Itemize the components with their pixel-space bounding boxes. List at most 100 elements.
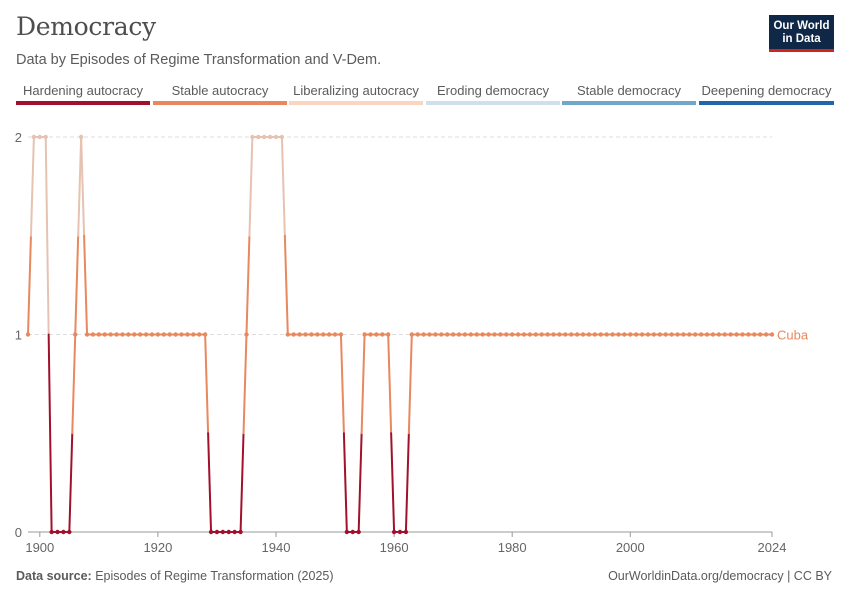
data-point (675, 332, 680, 337)
data-point (37, 134, 43, 140)
data-source: Data source: Episodes of Regime Transfor… (16, 569, 334, 583)
line-segment (283, 234, 289, 336)
logo-line-2: in Data (782, 33, 821, 45)
data-point (267, 134, 273, 140)
data-point (297, 332, 302, 337)
attribution-link[interactable]: OurWorldinData.org/democracy | CC BY (608, 569, 832, 583)
data-point (232, 529, 237, 535)
data-point (752, 332, 757, 337)
data-point (173, 332, 178, 337)
data-point (78, 134, 84, 140)
data-point (456, 332, 462, 337)
data-point (250, 134, 255, 140)
data-point (746, 332, 751, 337)
data-point (427, 332, 432, 337)
data-point (167, 332, 172, 337)
data-point (681, 332, 686, 337)
x-tick-label: 2000 (616, 540, 645, 555)
data-point (486, 332, 491, 337)
data-point (238, 529, 243, 535)
data-point (616, 332, 621, 337)
data-point (114, 332, 119, 337)
data-point (67, 529, 72, 535)
legend-item-hardening-autocracy[interactable]: Hardening autocracy (16, 83, 150, 105)
data-point (126, 332, 131, 337)
data-point (143, 332, 149, 337)
data-point (61, 529, 66, 535)
data-point (220, 529, 226, 535)
data-point (439, 332, 444, 337)
data-point (149, 332, 155, 337)
line-segment (390, 432, 396, 533)
data-point (645, 332, 651, 337)
data-point (96, 332, 102, 337)
line-segment (47, 333, 53, 533)
data-point (693, 332, 698, 337)
data-point (338, 332, 344, 337)
x-tick-label: 2024 (758, 540, 787, 555)
legend-label: Liberalizing autocracy (293, 83, 419, 98)
line-segment (248, 136, 254, 237)
data-point (25, 332, 31, 337)
data-point (687, 332, 692, 337)
line-segment (342, 432, 348, 533)
x-tick-label: 1960 (380, 540, 409, 555)
data-point (179, 332, 184, 337)
data-point (374, 332, 379, 337)
data-point (350, 529, 355, 535)
legend-label: Stable autocracy (171, 83, 269, 98)
data-point (545, 332, 550, 337)
source-text[interactable]: Episodes of Regime Transformation (2025) (95, 569, 334, 583)
owid-logo[interactable]: Our World in Data (769, 15, 834, 52)
line-segment (27, 234, 32, 336)
data-point (669, 332, 674, 337)
line-segment (242, 333, 248, 435)
data-point (161, 332, 167, 337)
legend-swatch (16, 101, 150, 105)
legend-item-eroding-democracy[interactable]: Eroding democracy (426, 83, 560, 105)
data-point (663, 332, 668, 337)
legend-item-deepening-democracy[interactable]: Deepening democracy (699, 83, 834, 105)
y-tick-label: 1 (15, 328, 22, 343)
data-point (639, 332, 645, 337)
line-segment (80, 136, 86, 237)
data-point (480, 332, 485, 337)
color-legend: Hardening autocracy Stable autocracy Lib… (16, 83, 834, 107)
data-point (208, 529, 214, 535)
data-point (102, 332, 107, 337)
data-point (202, 332, 208, 337)
data-point (622, 332, 627, 337)
data-point (433, 332, 438, 337)
line-segment (207, 432, 213, 533)
legend-item-liberalizing-autocracy[interactable]: Liberalizing autocracy (289, 83, 423, 105)
line-segment (360, 333, 366, 435)
data-point (368, 332, 373, 337)
data-point (397, 529, 403, 535)
data-point (226, 529, 231, 535)
line-segment (245, 234, 251, 336)
legend-label: Stable democracy (576, 83, 682, 98)
y-tick-label: 2 (15, 130, 22, 145)
data-point (244, 332, 249, 337)
line-segment (239, 432, 245, 533)
data-point (421, 332, 426, 337)
legend-swatch (699, 101, 834, 105)
data-point (716, 332, 722, 337)
x-axis: 1900 1920 1940 1960 1980 2000 2024 (25, 531, 787, 555)
data-point (108, 332, 113, 337)
data-point (574, 332, 580, 337)
legend-swatch (289, 101, 423, 105)
legend-label: Deepening democracy (701, 83, 832, 98)
chart-subtitle: Data by Episodes of Regime Transformatio… (16, 52, 382, 68)
legend-label: Eroding democracy (437, 83, 549, 98)
line-segment (387, 333, 393, 435)
data-point (509, 332, 515, 337)
line-segment (74, 234, 80, 336)
legend-item-stable-democracy[interactable]: Stable democracy (562, 83, 696, 105)
data-point (728, 332, 733, 337)
data-point (285, 332, 291, 337)
data-point (445, 332, 450, 337)
legend-item-stable-autocracy[interactable]: Stable autocracy (153, 83, 287, 105)
data-point (492, 332, 497, 337)
data-point (326, 332, 332, 337)
